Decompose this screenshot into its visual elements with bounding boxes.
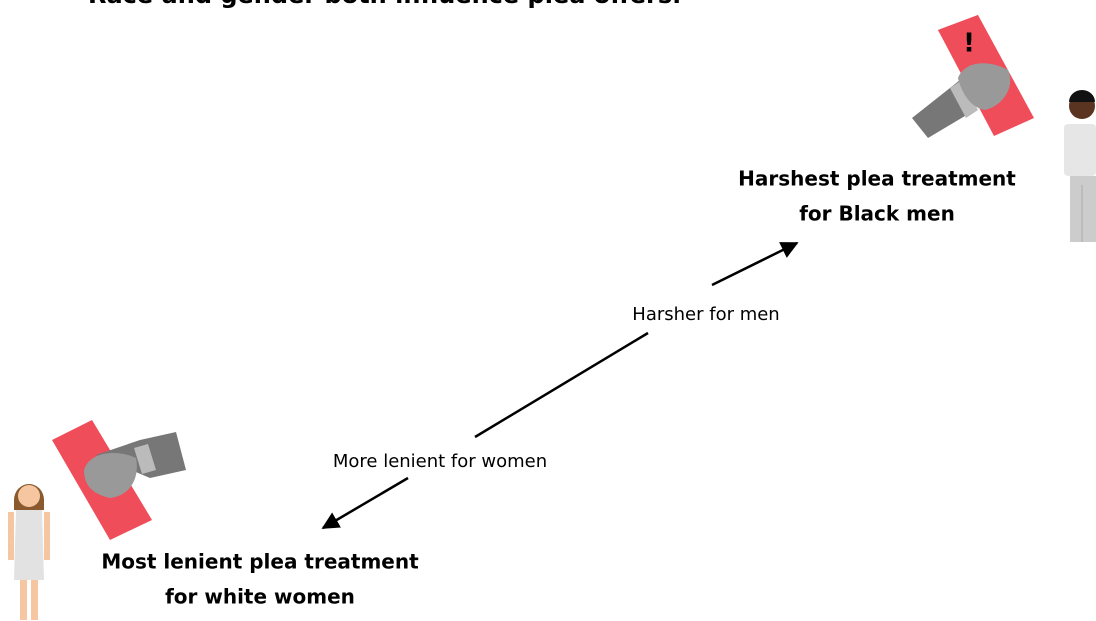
hand-icon: ! xyxy=(912,15,1034,138)
person-icon xyxy=(1064,90,1096,242)
arrow-label: More lenient for women xyxy=(333,451,547,472)
arrow-segment xyxy=(321,476,409,530)
arrow-label: Harsher for men xyxy=(632,304,779,325)
endpoint-label: Most lenient plea treatment xyxy=(101,550,419,574)
arrow-segment xyxy=(474,331,649,439)
hand-icon xyxy=(52,420,186,540)
title: Race and gender both influence plea offe… xyxy=(88,0,681,9)
endpoint-label: for white women xyxy=(165,585,355,609)
endpoint-label: Harshest plea treatment xyxy=(738,167,1016,191)
alert-mark: ! xyxy=(963,29,975,59)
arrow xyxy=(321,241,799,530)
person-icon xyxy=(8,484,50,620)
endpoint-label: for Black men xyxy=(799,202,955,226)
arrow-segment xyxy=(711,241,799,287)
